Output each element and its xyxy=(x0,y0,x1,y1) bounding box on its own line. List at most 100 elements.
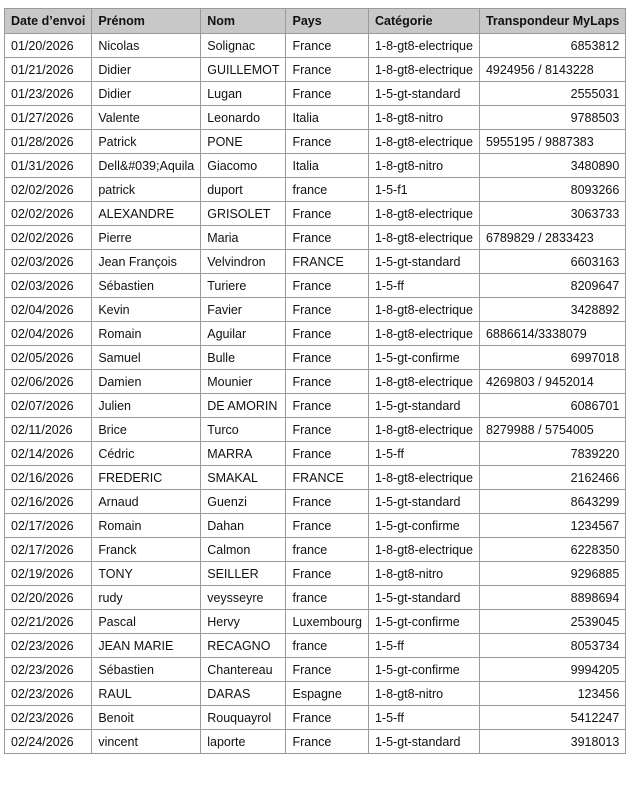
cell-pays: France xyxy=(285,417,369,442)
cell-nom: Lugan xyxy=(200,81,287,106)
cell-transpondeur: 8643299 xyxy=(478,489,627,514)
cell-prenom: FREDERIC xyxy=(91,465,202,490)
cell-prenom: Didier xyxy=(91,57,202,82)
table-row: 02/19/2026 TONY SEILLER France 1-8-gt8-nitro… xyxy=(3,561,627,586)
cell-prenom: Nicolas xyxy=(91,33,202,58)
cell-nom: Maria xyxy=(200,225,287,250)
cell-transpondeur: 4269803 / 9452014 xyxy=(478,369,627,394)
table-row: 02/16/2026 FREDERIC SMAKAL FRANCE 1-8-gt8-el… xyxy=(3,465,627,490)
cell-transpondeur: 3480890 xyxy=(478,153,627,178)
cell-nom: Aguilar xyxy=(200,321,287,346)
cell-transpondeur: 5412247 xyxy=(478,705,627,730)
table-row: 02/24/2026 vincent laporte France 1-5-gt-sta… xyxy=(3,729,627,754)
table-row: 02/07/2026 Julien DE AMORIN France 1-5-gt-st… xyxy=(3,393,627,418)
cell-categorie: 1-5-gt-confirme xyxy=(367,657,480,682)
cell-nom: duport xyxy=(200,177,287,202)
cell-transpondeur: 8209647 xyxy=(478,273,627,298)
cell-date: 02/23/2026 xyxy=(3,705,93,730)
cell-transpondeur: 3918013 xyxy=(478,729,627,754)
table-row: 01/27/2026 Valente Leonardo Italia 1-8-gt8-n… xyxy=(3,105,627,130)
cell-categorie: 1-5-gt-standard xyxy=(367,489,480,514)
cell-pays: France xyxy=(285,561,369,586)
cell-prenom: patrick xyxy=(91,177,202,202)
cell-transpondeur: 8093266 xyxy=(478,177,627,202)
cell-transpondeur: 1234567 xyxy=(478,513,627,538)
cell-pays: France xyxy=(285,297,369,322)
cell-nom: SEILLER xyxy=(200,561,287,586)
cell-prenom: Kevin xyxy=(91,297,202,322)
cell-transpondeur: 8898694 xyxy=(478,585,627,610)
table-row: 02/04/2026 Kevin Favier France 1-8-gt8-elect… xyxy=(3,297,627,322)
cell-prenom: Valente xyxy=(91,105,202,130)
cell-pays: Luxembourg xyxy=(285,609,369,634)
column-header-prenom: Prénom xyxy=(91,8,202,34)
cell-prenom: RAUL xyxy=(91,681,202,706)
cell-pays: france xyxy=(285,585,369,610)
cell-prenom: Sébastien xyxy=(91,273,202,298)
cell-categorie: 1-5-ff xyxy=(367,273,480,298)
cell-date: 02/23/2026 xyxy=(3,681,93,706)
cell-nom: MARRA xyxy=(200,441,287,466)
cell-date: 02/04/2026 xyxy=(3,321,93,346)
cell-categorie: 1-5-gt-standard xyxy=(367,249,480,274)
cell-pays: france xyxy=(285,537,369,562)
cell-categorie: 1-5-gt-standard xyxy=(367,393,480,418)
cell-categorie: 1-5-ff xyxy=(367,441,480,466)
cell-prenom: Didier xyxy=(91,81,202,106)
cell-date: 02/02/2026 xyxy=(3,177,93,202)
cell-nom: Dahan xyxy=(200,513,287,538)
cell-transpondeur: 6228350 xyxy=(478,537,627,562)
cell-prenom: ALEXANDRE xyxy=(91,201,202,226)
cell-nom: PONE xyxy=(200,129,287,154)
cell-pays: France xyxy=(285,657,369,682)
table-row: 01/20/2026 Nicolas Solignac France 1-8-gt8-e… xyxy=(3,33,627,58)
cell-pays: france xyxy=(285,633,369,658)
cell-categorie: 1-8-gt8-electrique xyxy=(367,465,480,490)
cell-nom: Mounier xyxy=(200,369,287,394)
cell-transpondeur: 2555031 xyxy=(478,81,627,106)
table-row: 01/23/2026 Didier Lugan France 1-5-gt-standa… xyxy=(3,81,627,106)
cell-prenom: Cédric xyxy=(91,441,202,466)
cell-nom: SMAKAL xyxy=(200,465,287,490)
cell-prenom: Damien xyxy=(91,369,202,394)
cell-categorie: 1-8-gt8-electrique xyxy=(367,537,480,562)
cell-date: 02/16/2026 xyxy=(3,489,93,514)
cell-nom: Rouquayrol xyxy=(200,705,287,730)
table-row: 02/11/2026 Brice Turco France 1-8-gt8-electr… xyxy=(3,417,627,442)
cell-nom: Bulle xyxy=(200,345,287,370)
cell-prenom: Pierre xyxy=(91,225,202,250)
table-row: 02/23/2026 RAUL DARAS Espagne 1-8-gt8-nitro 1… xyxy=(3,681,627,706)
cell-date: 02/20/2026 xyxy=(3,585,93,610)
cell-transpondeur: 8279988 / 5754005 xyxy=(478,417,627,442)
cell-nom: Giacomo xyxy=(200,153,287,178)
cell-categorie: 1-5-gt-confirme xyxy=(367,609,480,634)
cell-nom: Chantereau xyxy=(200,657,287,682)
column-header-transpondeur: Transpondeur MyLaps xyxy=(478,8,627,34)
cell-transpondeur: 8053734 xyxy=(478,633,627,658)
table-row: 02/02/2026 patrick duport france 1-5-f1 80932… xyxy=(3,177,627,202)
cell-prenom: Sébastien xyxy=(91,657,202,682)
cell-nom: Hervy xyxy=(200,609,287,634)
cell-categorie: 1-5-gt-confirme xyxy=(367,513,480,538)
cell-categorie: 1-5-gt-standard xyxy=(367,729,480,754)
cell-nom: veysseyre xyxy=(200,585,287,610)
cell-date: 02/02/2026 xyxy=(3,225,93,250)
cell-transpondeur: 2539045 xyxy=(478,609,627,634)
cell-categorie: 1-8-gt8-electrique xyxy=(367,33,480,58)
cell-date: 02/11/2026 xyxy=(3,417,93,442)
cell-pays: France xyxy=(285,729,369,754)
cell-nom: GRISOLET xyxy=(200,201,287,226)
table-row: 02/06/2026 Damien Mounier France 1-8-gt8-ele… xyxy=(3,369,627,394)
cell-pays: France xyxy=(285,345,369,370)
table-row: 02/14/2026 Cédric MARRA France 1-5-ff 7839220 xyxy=(3,441,627,466)
cell-date: 02/19/2026 xyxy=(3,561,93,586)
cell-pays: France xyxy=(285,321,369,346)
cell-transpondeur: 6086701 xyxy=(478,393,627,418)
cell-transpondeur: 6789829 / 2833423 xyxy=(478,225,627,250)
cell-date: 02/21/2026 xyxy=(3,609,93,634)
cell-transpondeur: 2162466 xyxy=(478,465,627,490)
cell-date: 02/06/2026 xyxy=(3,369,93,394)
cell-nom: Calmon xyxy=(200,537,287,562)
cell-prenom: Benoit xyxy=(91,705,202,730)
cell-prenom: Julien xyxy=(91,393,202,418)
